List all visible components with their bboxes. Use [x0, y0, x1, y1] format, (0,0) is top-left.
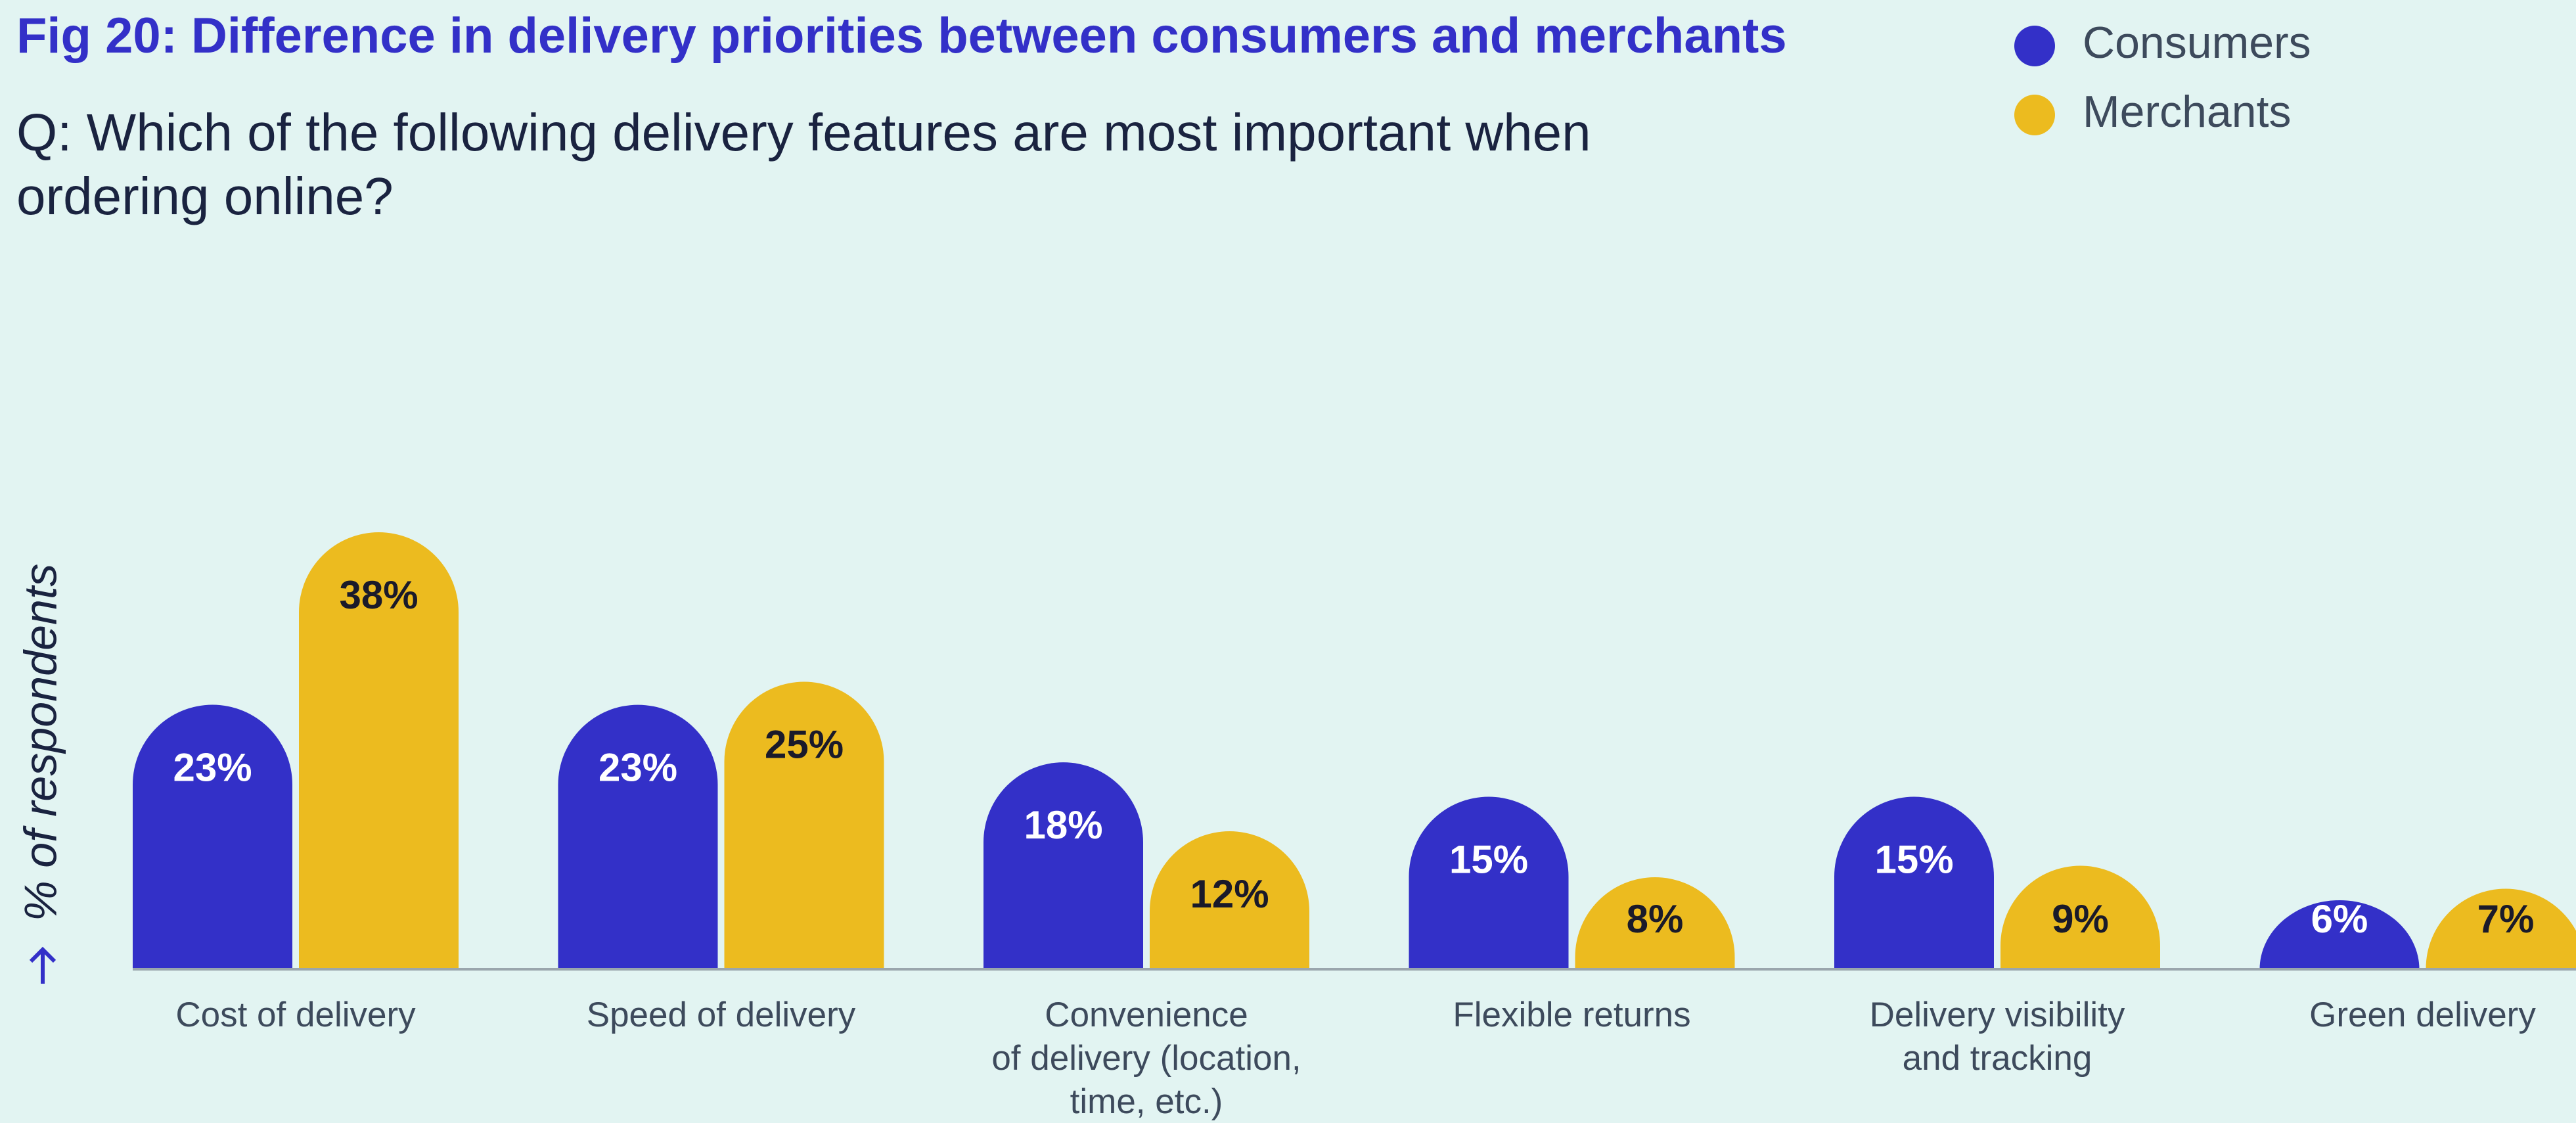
chart-title: Fig 20: Difference in delivery prioritie…: [16, 8, 1787, 64]
bar: [983, 762, 1143, 969]
bar: [1409, 796, 1569, 969]
data-label: 23%: [599, 745, 677, 789]
data-label: 12%: [1190, 872, 1269, 916]
data-label: 6%: [2311, 897, 2368, 941]
x-tick-label: Speed of delivery: [587, 996, 856, 1034]
x-tick-label: Green delivery: [2309, 996, 2536, 1034]
y-axis-label: % of respondents: [14, 564, 66, 922]
legend-swatch: [2014, 95, 2055, 135]
x-tick-label: and tracking: [1903, 1039, 2092, 1078]
data-label: 15%: [1874, 837, 1953, 881]
bar: [2259, 900, 2420, 969]
bar: [558, 704, 718, 969]
x-tick-label: Cost of delivery: [175, 996, 416, 1034]
data-label: 23%: [173, 745, 252, 789]
data-label: 25%: [765, 722, 844, 766]
chart-subtitle: ordering online?: [16, 167, 394, 225]
bar: [2000, 865, 2160, 969]
data-label: 15%: [1449, 837, 1528, 881]
chart-subtitle: Q: Which of the following delivery featu…: [16, 103, 1591, 162]
data-label: 8%: [1627, 897, 1684, 941]
data-label: 7%: [2477, 897, 2535, 941]
bar: [133, 704, 292, 969]
bar: [1834, 796, 1994, 969]
data-label: 38%: [339, 573, 418, 617]
bar: [1150, 831, 1309, 969]
x-tick-label: time, etc.): [1070, 1082, 1223, 1121]
y-axis-arrow: [29, 946, 56, 984]
legend-label: Merchants: [2083, 87, 2291, 137]
bar: [724, 681, 884, 969]
x-tick-label: Delivery visibility: [1870, 996, 2125, 1034]
data-label: 18%: [1024, 803, 1102, 847]
x-tick-label: Flexible returns: [1453, 996, 1690, 1034]
bar: [2426, 888, 2576, 969]
legend-swatch: [2014, 26, 2055, 66]
bar: [1575, 877, 1735, 969]
legend-label: Consumers: [2083, 18, 2311, 68]
x-tick-label: of delivery (location,: [991, 1039, 1301, 1078]
data-label: 9%: [2052, 897, 2109, 941]
bar: [299, 532, 459, 969]
x-tick-label: Convenience: [1045, 996, 1248, 1034]
